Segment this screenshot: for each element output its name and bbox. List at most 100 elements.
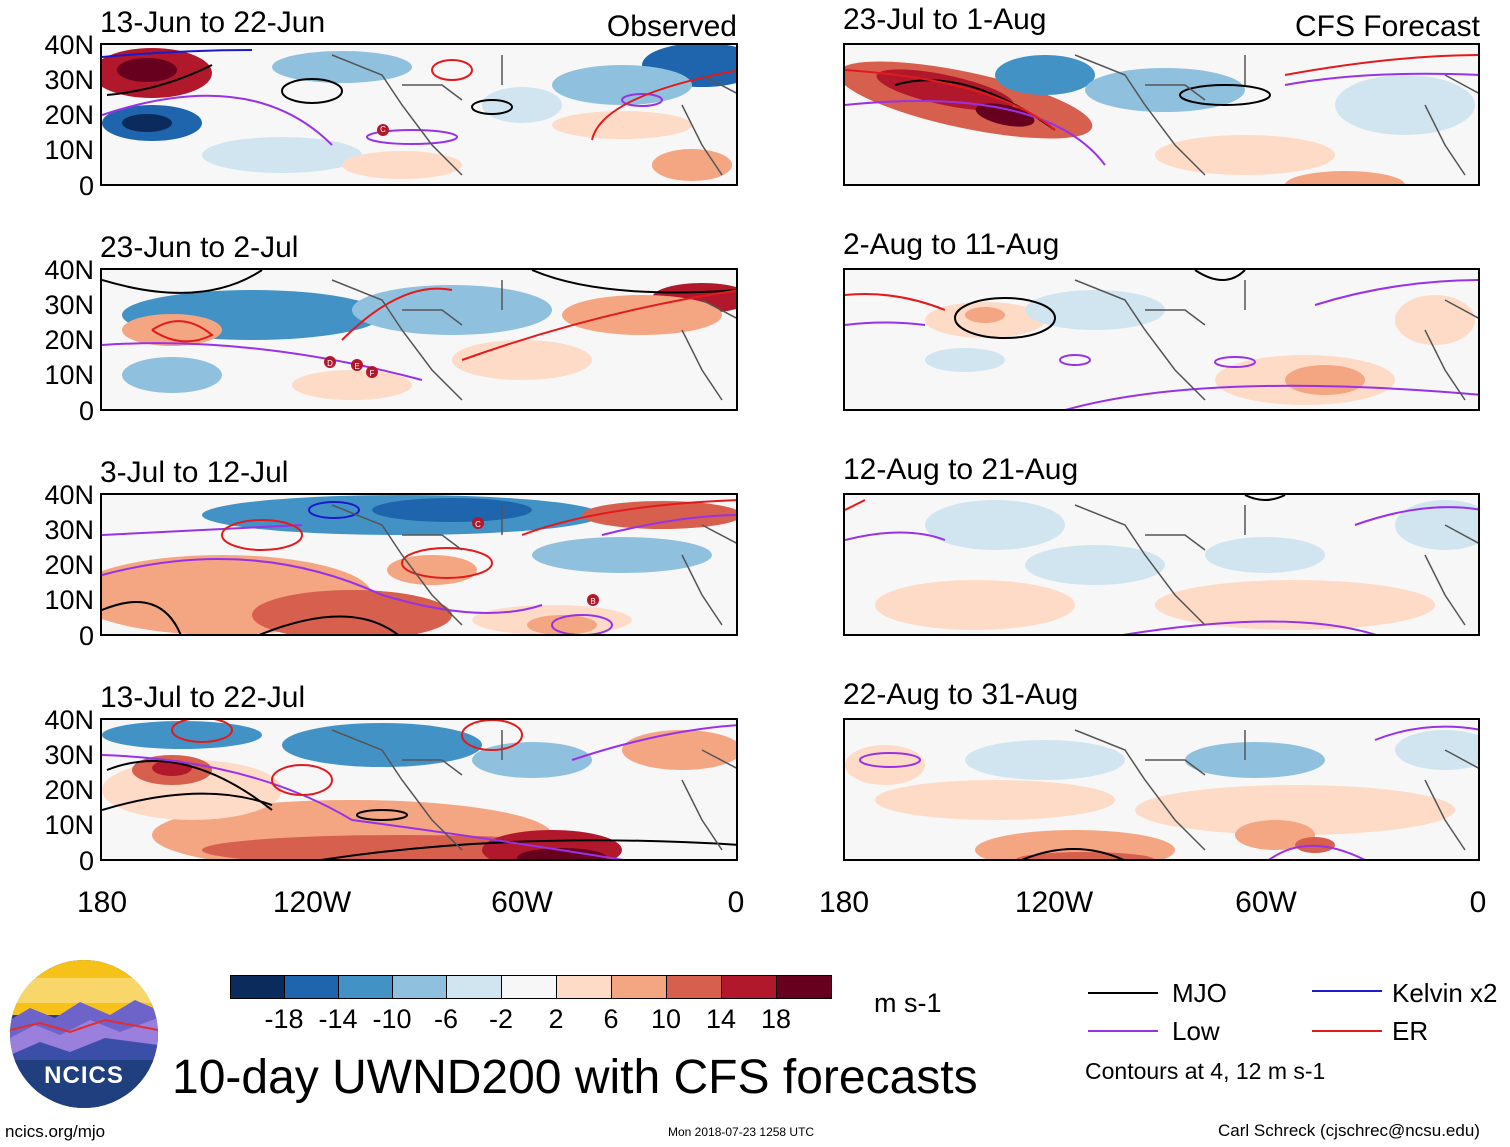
anomaly-field: D E F	[102, 270, 736, 401]
legend-swatch-low	[1088, 1030, 1158, 1032]
storm-marker: F	[366, 366, 378, 378]
lon-tick: 180	[76, 886, 128, 919]
lat-tick: 0	[78, 846, 94, 876]
storm-marker: D	[324, 356, 336, 368]
colorbar-label: -10	[372, 1004, 412, 1034]
storm-label: C	[475, 520, 481, 529]
logo-text: NCICS	[44, 1062, 124, 1089]
panel-title-6: 12-Aug to 21-Aug	[843, 453, 1079, 486]
panel-title-8: 22-Aug to 31-Aug	[843, 678, 1079, 711]
lat-tick: 20N	[44, 775, 94, 805]
legend-label-mjo: MJO	[1172, 978, 1227, 1008]
contour-note: Contours at 4, 12 m s-1	[1085, 1058, 1326, 1084]
colorbar-swatch	[556, 975, 612, 999]
map-panel-forecast-4	[843, 718, 1480, 861]
lat-tick: 20N	[44, 550, 94, 580]
legend-label-kelvin: Kelvin x2	[1392, 978, 1498, 1008]
lat-tick: 40N	[44, 705, 94, 735]
storm-label: E	[354, 362, 359, 371]
legend-label-low: Low	[1172, 1016, 1220, 1046]
panel-title-3: 23-Jun to 2-Jul	[100, 231, 299, 264]
legend-label-er: ER	[1392, 1016, 1429, 1046]
figure-title: 10-day UWND200 with CFS forecasts	[172, 1051, 978, 1104]
colorbar-label: 6	[603, 1004, 619, 1034]
colorbar-label: 18	[760, 1004, 792, 1034]
lat-tick: 10N	[44, 135, 94, 165]
colorbar-label: 2	[548, 1004, 564, 1034]
legend-swatch-er	[1312, 1030, 1382, 1032]
colorbar-swatch	[501, 975, 557, 999]
colorbar-swatch	[446, 975, 502, 999]
map-panel-observed-4	[100, 718, 738, 861]
lat-tick: 10N	[44, 585, 94, 615]
lat-tick: 30N	[44, 290, 94, 320]
lat-tick: 10N	[44, 810, 94, 840]
colorbar-swatch	[666, 975, 722, 999]
lon-tick: 120W	[1014, 886, 1094, 919]
map-panel-observed-1	[100, 43, 738, 186]
lon-tick: 60W	[1235, 886, 1297, 919]
footer-timestamp: Mon 2018-07-23 1258 UTC	[668, 1125, 815, 1139]
colorbar-label: -18	[264, 1004, 304, 1034]
anomaly-field	[845, 54, 1478, 184]
map-panel-forecast-3	[843, 493, 1480, 636]
colorbar-swatch	[284, 975, 339, 999]
lon-tick: 60W	[491, 886, 553, 919]
lat-tick: 40N	[44, 480, 94, 510]
colorbar-label: -2	[488, 1004, 513, 1034]
colorbar-label: -14	[318, 1004, 358, 1034]
storm-label: C	[380, 125, 386, 134]
panel-title-5: 3-Jul to 12-Jul	[100, 456, 289, 489]
colorbar-label: 14	[705, 1004, 737, 1034]
panel-title-2: 23-Jul to 1-Aug	[843, 3, 1047, 36]
panel-title-4: 2-Aug to 11-Aug	[843, 228, 1060, 261]
map-panel-forecast-1	[843, 43, 1480, 186]
lon-tick: 0	[727, 886, 745, 919]
anomaly-field	[845, 495, 1478, 634]
lat-tick: 30N	[44, 515, 94, 545]
anomaly-field	[102, 45, 736, 181]
lon-tick: 0	[1469, 886, 1487, 919]
footer-url[interactable]: ncics.org/mjo	[5, 1122, 106, 1141]
lon-tick: 120W	[272, 886, 352, 919]
colorbar-swatch	[776, 975, 832, 999]
colorbar-swatch	[230, 975, 285, 999]
lat-tick: 10N	[44, 360, 94, 390]
lat-tick: 20N	[44, 100, 94, 130]
storm-marker: B	[587, 594, 599, 606]
map-panel-forecast-2	[843, 268, 1480, 411]
colorbar-swatch	[721, 975, 777, 999]
lat-tick: 40N	[44, 30, 94, 60]
lat-tick: 40N	[44, 255, 94, 285]
colorbar-label: -6	[433, 1004, 458, 1034]
lat-tick: 30N	[44, 740, 94, 770]
lat-tick: 20N	[44, 325, 94, 355]
anomaly-field: C B	[102, 495, 736, 634]
storm-label: D	[327, 359, 333, 368]
panel-title-1: 13-Jun to 22-Jun	[100, 6, 326, 39]
lon-tick: 180	[818, 886, 870, 919]
forecast-label: CFS Forecast	[1294, 10, 1480, 43]
storm-label: B	[590, 597, 595, 606]
colorbar-swatch	[338, 975, 393, 999]
colorbar-unit: m s-1	[874, 988, 942, 1018]
ncics-logo: NCICS	[10, 960, 158, 1108]
storm-label: F	[370, 369, 375, 378]
lat-tick: 0	[78, 621, 94, 651]
legend-swatch-kelvin	[1312, 990, 1382, 992]
panel-title-7: 13-Jul to 22-Jul	[100, 681, 306, 714]
lat-tick: 30N	[44, 65, 94, 95]
storm-marker: E	[351, 359, 363, 371]
colorbar-swatch	[392, 975, 447, 999]
map-panel-observed-2: D E F	[100, 268, 738, 411]
anomaly-field	[845, 725, 1478, 859]
colorbar-swatch	[611, 975, 667, 999]
lat-tick: 0	[78, 171, 94, 201]
lat-tick: 0	[78, 396, 94, 426]
legend-swatch-mjo	[1088, 992, 1158, 994]
storm-marker: C	[377, 124, 389, 136]
footer-author: Carl Schreck (cjschrec@ncsu.edu)	[1218, 1121, 1480, 1140]
anomaly-field	[845, 270, 1478, 409]
storm-marker: C	[472, 517, 484, 529]
observed-label: Observed	[606, 10, 737, 43]
